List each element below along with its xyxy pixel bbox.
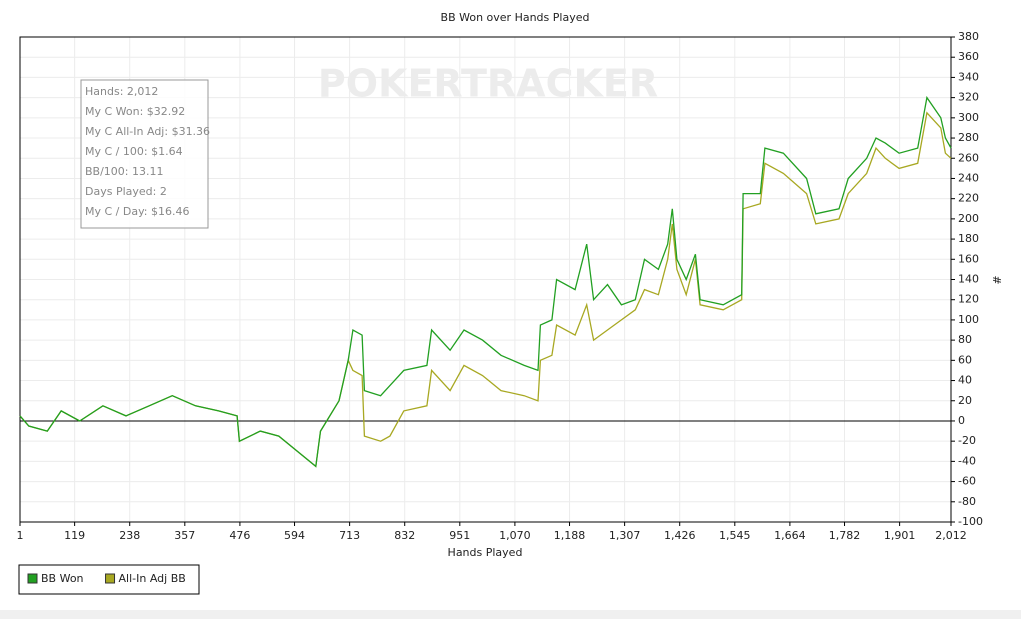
stats-line: Hands: 2,012 bbox=[85, 85, 158, 98]
series-line bbox=[19, 95, 952, 468]
y-tick-label: 380 bbox=[958, 30, 979, 43]
y-tick-label: 100 bbox=[958, 313, 979, 326]
x-tick-label: 951 bbox=[449, 529, 470, 542]
legend-label: BB Won bbox=[41, 572, 84, 585]
x-tick-label: 476 bbox=[229, 529, 250, 542]
x-tick-label: 238 bbox=[119, 529, 140, 542]
y-tick-label: 240 bbox=[958, 171, 979, 184]
y-tick-label: -100 bbox=[958, 515, 983, 528]
y-tick-label: 120 bbox=[958, 293, 979, 306]
y-tick-label: -60 bbox=[958, 475, 976, 488]
stats-line: Days Played: 2 bbox=[85, 185, 167, 198]
x-tick-label: 1,901 bbox=[884, 529, 916, 542]
stats-line: BB/100: 13.11 bbox=[85, 165, 164, 178]
y-tick-label: 80 bbox=[958, 333, 972, 346]
y-tick-label: 0 bbox=[958, 414, 965, 427]
x-tick-label: 357 bbox=[174, 529, 195, 542]
y-tick-label: 300 bbox=[958, 111, 979, 124]
status-strip bbox=[0, 610, 1021, 619]
y-tick-label: 320 bbox=[958, 91, 979, 104]
x-tick-label: 594 bbox=[284, 529, 305, 542]
x-axis-label: Hands Played bbox=[448, 546, 523, 559]
y-tick-label: 60 bbox=[958, 353, 972, 366]
y-tick-label: -80 bbox=[958, 495, 976, 508]
y-tick-label: 220 bbox=[958, 192, 979, 205]
legend-swatch bbox=[105, 573, 116, 584]
x-tick-label: 2,012 bbox=[935, 529, 967, 542]
stats-box bbox=[80, 79, 209, 229]
y-tick-label: -20 bbox=[958, 434, 976, 447]
stats-line: My C All-In Adj: $31.36 bbox=[85, 125, 210, 138]
x-tick-label: 1,426 bbox=[664, 529, 696, 542]
y-tick-label: 360 bbox=[958, 50, 979, 63]
legend-swatch bbox=[27, 573, 38, 584]
y-tick-label: 20 bbox=[958, 394, 972, 407]
x-tick-label: 1,664 bbox=[774, 529, 806, 542]
legend-label: All-In Adj BB bbox=[119, 572, 186, 585]
x-tick-label: 1 bbox=[17, 529, 24, 542]
chart-title: BB Won over Hands Played bbox=[441, 11, 590, 24]
plot-frame bbox=[19, 36, 952, 523]
y-tick-label: 200 bbox=[958, 212, 979, 225]
y-tick-label: 260 bbox=[958, 151, 979, 164]
x-tick-label: 713 bbox=[339, 529, 360, 542]
x-tick-label: 832 bbox=[394, 529, 415, 542]
y-tick-label: 180 bbox=[958, 232, 979, 245]
watermark: POKERTRACKER bbox=[318, 62, 658, 106]
y-tick-label: 280 bbox=[958, 131, 979, 144]
x-tick-label: 1,545 bbox=[719, 529, 751, 542]
y-tick-label: 140 bbox=[958, 273, 979, 286]
x-tick-label: 119 bbox=[64, 529, 85, 542]
stats-line: My C / 100: $1.64 bbox=[85, 145, 183, 158]
stats-line: My C / Day: $16.46 bbox=[85, 205, 190, 218]
y-axis-label: # bbox=[990, 275, 1003, 284]
x-tick-label: 1,782 bbox=[829, 529, 861, 542]
y-tick-label: -40 bbox=[958, 454, 976, 467]
x-tick-label: 1,070 bbox=[499, 529, 531, 542]
stats-line: My C Won: $32.92 bbox=[85, 105, 185, 118]
y-tick-label: 160 bbox=[958, 252, 979, 265]
y-tick-label: 40 bbox=[958, 374, 972, 387]
y-tick-label: 340 bbox=[958, 70, 979, 83]
x-tick-label: 1,188 bbox=[554, 529, 586, 542]
x-tick-label: 1,307 bbox=[609, 529, 641, 542]
